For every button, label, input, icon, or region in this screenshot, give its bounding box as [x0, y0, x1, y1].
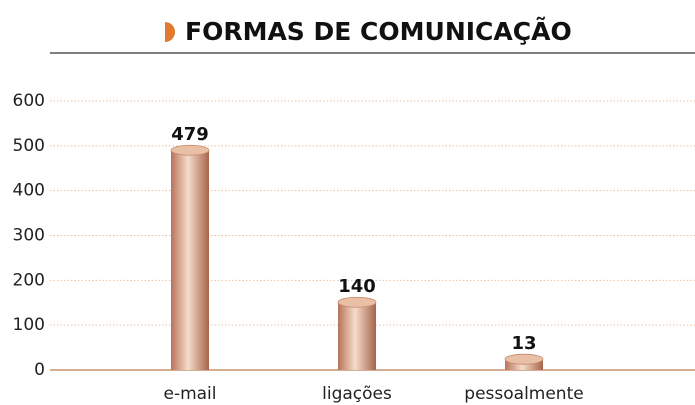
bar [171, 150, 209, 370]
x-tick-label: e-mail [163, 384, 216, 404]
value-label: 13 [511, 333, 536, 354]
bar [338, 302, 376, 370]
y-tick-label: 300 [13, 226, 45, 246]
y-tick-label: 500 [13, 136, 45, 156]
y-tick-label: 400 [13, 181, 45, 201]
bar-top [337, 296, 377, 308]
x-tick-label: pessoalmente [464, 384, 583, 404]
x-tick-label: ligações [322, 384, 392, 404]
y-tick-label: 200 [13, 270, 45, 290]
title-icon [165, 22, 175, 42]
y-tick-label: 600 [13, 91, 45, 111]
value-label: 479 [171, 124, 209, 145]
value-label: 140 [338, 276, 376, 297]
y-tick-label: 100 [13, 315, 45, 335]
bar [505, 359, 543, 370]
bar-top [504, 353, 544, 365]
y-tick-label: 0 [34, 360, 45, 380]
chart-title: FORMAS DE COMUNICAÇÃO [185, 17, 572, 46]
bar-top [170, 144, 210, 156]
